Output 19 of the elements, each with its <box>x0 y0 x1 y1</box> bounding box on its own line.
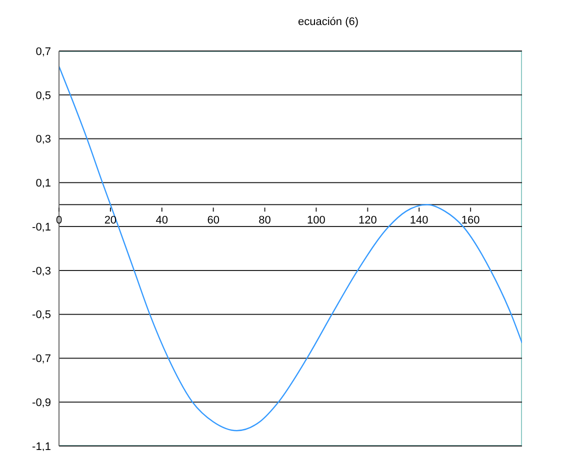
y-tick-label: 0,5 <box>36 90 51 102</box>
y-tick-label: -1,1 <box>32 440 51 453</box>
x-tick-label: 80 <box>258 214 271 227</box>
y-tick-label: 0,7 <box>36 46 51 58</box>
chart-title: ecuación (6) <box>298 16 359 28</box>
x-tick-label: 120 <box>358 214 377 227</box>
x-tick-label: 20 <box>104 214 117 227</box>
y-tick-label: -0,1 <box>32 221 51 234</box>
y-tick-label: 0,1 <box>36 178 51 190</box>
x-tick-label: 140 <box>410 214 428 227</box>
y-tick-label: -0,7 <box>32 353 51 366</box>
y-tick-label: -0,3 <box>32 265 51 278</box>
y-tick-label: -0,5 <box>32 309 51 322</box>
x-tick-label: 40 <box>156 214 168 227</box>
x-tick-label: 60 <box>207 214 220 227</box>
y-tick-label: 0,3 <box>36 134 51 146</box>
x-tick-label: 160 <box>461 214 480 227</box>
y-tick-label: -0,9 <box>32 397 51 410</box>
x-tick-label: 100 <box>307 214 326 227</box>
